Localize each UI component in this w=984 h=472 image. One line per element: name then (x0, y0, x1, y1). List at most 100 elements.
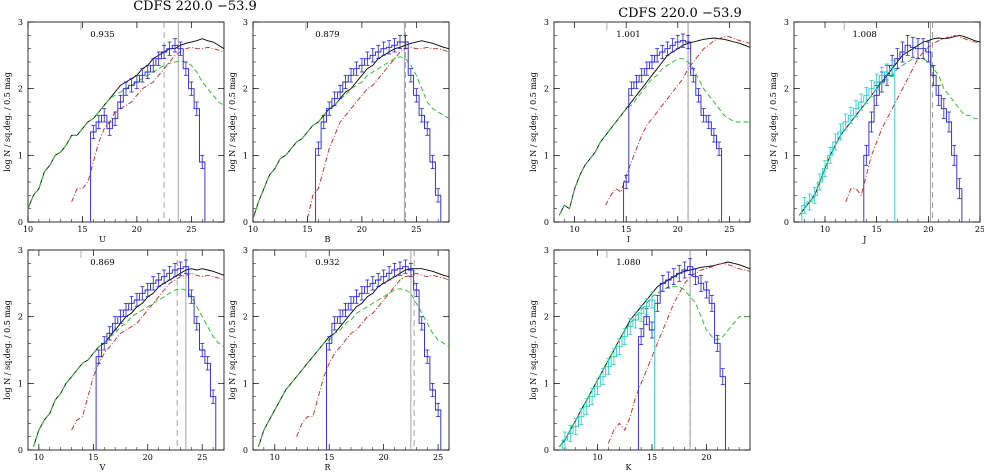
y-tick-label: 0 (544, 446, 549, 455)
y-tick-label: 1 (18, 379, 23, 388)
series-model-red (296, 272, 449, 437)
x-tick-label: 20 (379, 453, 389, 462)
y-tick-label: 1 (544, 151, 549, 160)
y-tick-label: 1 (784, 151, 789, 160)
series-data-blue (863, 34, 963, 222)
y-axis-label: log N / sq.deg. / 0.5 mag (228, 72, 237, 172)
y-tick-label: 2 (243, 313, 248, 322)
band-label: J (862, 235, 866, 244)
y-tick-label: 0 (243, 218, 248, 227)
x-tick-label: 25 (975, 225, 984, 234)
y-tick-label: 2 (544, 85, 549, 94)
series-model-green (558, 58, 750, 216)
x-tick-label: 20 (701, 453, 711, 462)
series-model-total (32, 268, 224, 447)
y-tick-label: 0 (243, 446, 248, 455)
y-axis-label: log N / sq.deg. / 0.5 mag (3, 300, 12, 400)
plot-area (253, 22, 449, 222)
y-axis-label: log N / sq.deg. / 0.5 mag (769, 72, 778, 172)
series-data-cyan (801, 60, 896, 222)
x-tick-label: 20 (923, 225, 933, 234)
y-tick-label: 2 (784, 85, 789, 94)
band-label: U (99, 235, 106, 244)
series-data-blue (315, 34, 442, 222)
histogram-steps (801, 68, 896, 222)
histogram-steps (623, 40, 723, 222)
annotation-label: 0.879 (315, 30, 339, 40)
histogram-steps (315, 41, 442, 222)
plot-area (558, 22, 750, 222)
series-model-total (253, 40, 449, 219)
x-tick-label: 15 (302, 225, 312, 234)
x-tick-label: 10 (270, 453, 280, 462)
plot-area (798, 22, 980, 222)
y-tick-label: 3 (243, 246, 248, 255)
x-tick-label: 15 (647, 453, 657, 462)
series-data-blue (326, 259, 442, 450)
series-model-green (257, 288, 449, 447)
y-tick-label: 1 (243, 379, 248, 388)
series-model-red (607, 262, 750, 444)
figure-title-right: CDFS 220.0 −53.9 (618, 6, 742, 21)
x-tick-label: 15 (324, 453, 334, 462)
y-tick-label: 2 (544, 313, 549, 322)
x-tick-label: 15 (872, 225, 882, 234)
x-tick-label: 10 (570, 225, 580, 234)
series-data-blue (637, 258, 726, 450)
series-data-blue (95, 259, 217, 450)
band-label: K (625, 463, 632, 472)
y-tick-label: 3 (18, 18, 23, 27)
series-model-red (71, 272, 224, 431)
annotation-label: 0.935 (90, 30, 114, 40)
series-model-total (28, 38, 224, 209)
x-tick-label: 10 (592, 453, 602, 462)
x-tick-label: 25 (186, 225, 196, 234)
series-model-green (32, 288, 224, 447)
y-tick-label: 2 (18, 313, 23, 322)
band-label: I (627, 235, 630, 244)
series-data-blue (90, 38, 206, 222)
x-tick-label: 25 (197, 453, 207, 462)
y-axis-label: log N / sq.deg. / 0.5 mag (3, 72, 12, 172)
y-tick-label: 3 (544, 246, 549, 255)
annotation-label: 0.932 (315, 258, 339, 268)
y-tick-label: 1 (243, 151, 248, 160)
series-model-total (798, 34, 980, 216)
plot-frame (27, 21, 225, 223)
x-tick-label: 20 (143, 453, 153, 462)
annotation-label: 1.001 (616, 30, 640, 40)
x-tick-label: 25 (411, 225, 421, 234)
x-tick-label: 20 (673, 225, 683, 234)
y-tick-label: 1 (18, 151, 23, 160)
series-model-total (257, 268, 449, 447)
y-tick-label: 0 (544, 218, 549, 227)
x-tick-label: 25 (724, 225, 734, 234)
series-model-green (798, 58, 980, 216)
y-tick-label: 2 (18, 85, 23, 94)
band-label: B (325, 235, 331, 244)
x-tick-label: 20 (132, 225, 142, 234)
x-tick-label: 20 (357, 225, 367, 234)
series-model-green (253, 56, 449, 219)
annotation-label: 0.869 (90, 258, 114, 268)
plot-frame (793, 21, 981, 223)
y-tick-label: 0 (18, 218, 23, 227)
plot-area (257, 250, 449, 450)
plot-frame (252, 21, 450, 223)
plot-frame (27, 249, 225, 451)
y-axis-label: log N / sq.deg. / 0.5 mag (529, 300, 538, 400)
annotation-label: 1.008 (853, 30, 877, 40)
plot-frame (553, 21, 751, 223)
series-model-red (306, 46, 449, 219)
band-label: V (99, 463, 106, 472)
x-tick-label: 10 (820, 225, 830, 234)
series-model-red (605, 36, 750, 206)
